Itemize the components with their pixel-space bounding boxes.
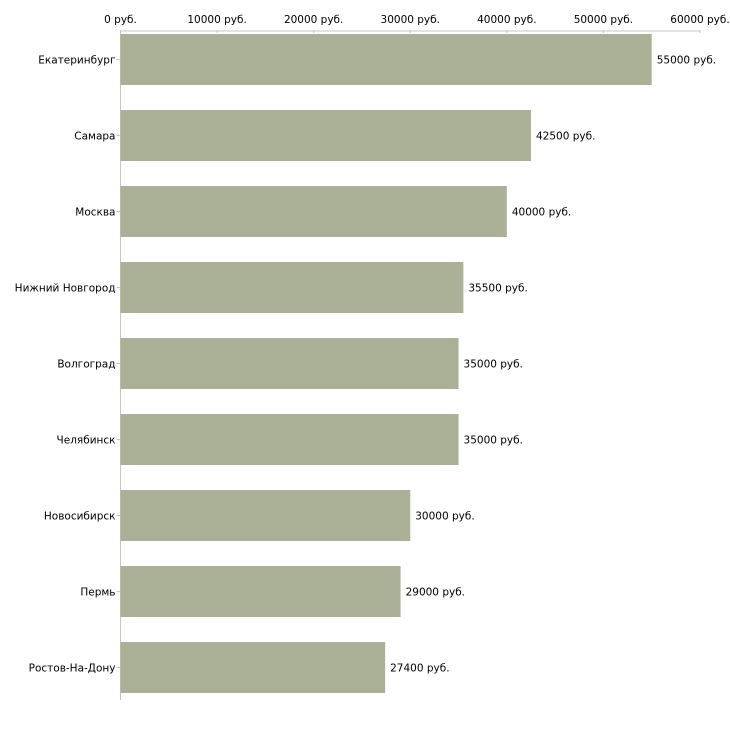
value-label: 55000 руб. xyxy=(657,55,716,67)
bar xyxy=(120,186,507,237)
category-label: Екатеринбург xyxy=(38,55,115,67)
bar xyxy=(120,34,652,85)
value-label: 30000 руб. xyxy=(415,511,474,523)
category-label: Волгоград xyxy=(57,359,115,371)
bar xyxy=(120,338,459,389)
bar xyxy=(120,262,464,313)
x-tick-label: 10000 руб. xyxy=(187,14,246,26)
x-tick-label: 50000 руб. xyxy=(574,14,633,26)
category-label: Москва xyxy=(75,207,115,219)
bar xyxy=(120,490,411,541)
x-tick-label: 60000 руб. xyxy=(670,14,729,26)
x-tick-label: 20000 руб. xyxy=(284,14,343,26)
category-label: Пермь xyxy=(80,587,115,599)
x-tick-label: 30000 руб. xyxy=(381,14,440,26)
bar xyxy=(120,642,386,693)
category-label: Самара xyxy=(74,131,115,143)
value-label: 27400 руб. xyxy=(390,663,449,675)
value-label: 35500 руб. xyxy=(468,283,527,295)
value-label: 29000 руб. xyxy=(406,587,465,599)
category-label: Новосибирск xyxy=(44,511,116,523)
value-label: 42500 руб. xyxy=(536,131,595,143)
bar xyxy=(120,566,401,617)
x-tick-label: 0 руб. xyxy=(104,14,137,26)
category-label: Ростов-На-Дону xyxy=(29,663,116,675)
value-label: 35000 руб. xyxy=(464,435,523,447)
category-label: Нижний Новгород xyxy=(15,283,116,295)
bar xyxy=(120,110,531,161)
x-tick-label: 40000 руб. xyxy=(477,14,536,26)
bar xyxy=(120,414,459,465)
category-label: Челябинск xyxy=(57,435,116,447)
value-label: 35000 руб. xyxy=(464,359,523,371)
value-label: 40000 руб. xyxy=(512,207,571,219)
